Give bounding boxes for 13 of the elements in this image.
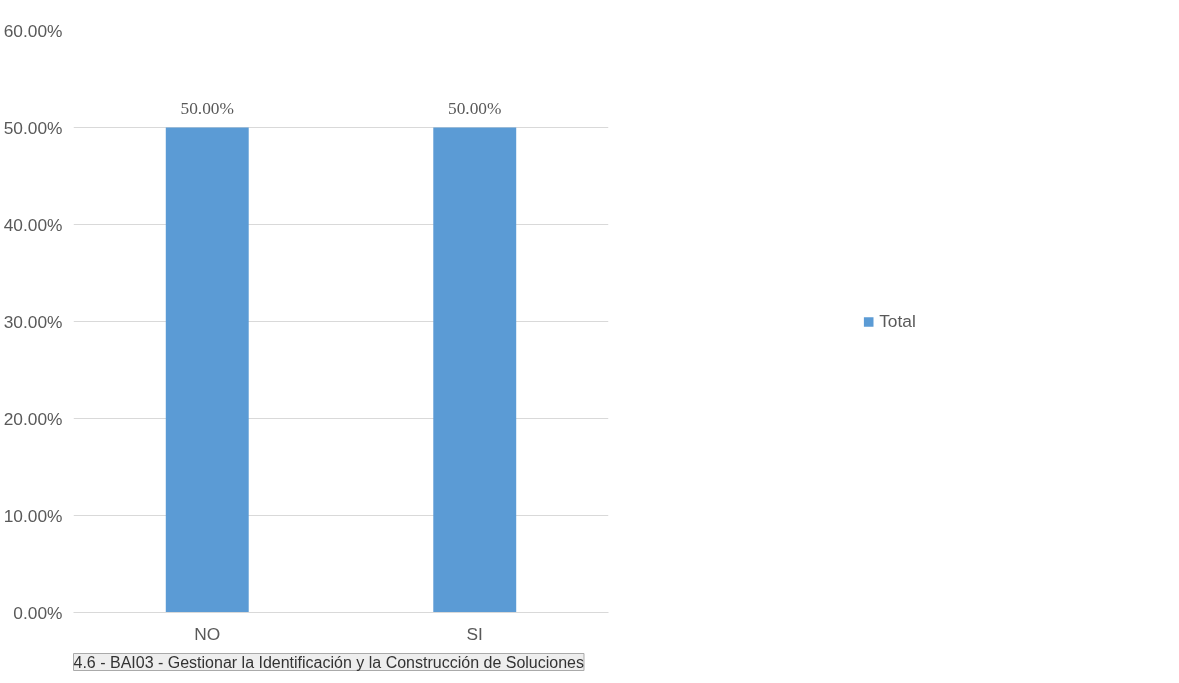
y-tick-label: 50.00% [3, 117, 63, 138]
legend-label: Total [879, 310, 916, 332]
y-tick-label: 30.00% [3, 311, 63, 332]
x-tick-label: NO [194, 623, 221, 644]
text: 4.6 - BAI03 - Gestionar la Identificación y la Construcción de Soluciones [73, 653, 584, 671]
x-tick-label: SI [466, 623, 483, 644]
data-label: 50.00% [180, 98, 234, 118]
y-tick-label: 20.00% [3, 408, 63, 429]
y-tick-label: 10.00% [3, 505, 63, 526]
y-tick-label: 60.00% [3, 20, 63, 41]
y-tick-label: 0.00% [13, 602, 63, 623]
y-tick-label: 40.00% [3, 214, 63, 235]
data-label: 50.00% [448, 98, 502, 118]
